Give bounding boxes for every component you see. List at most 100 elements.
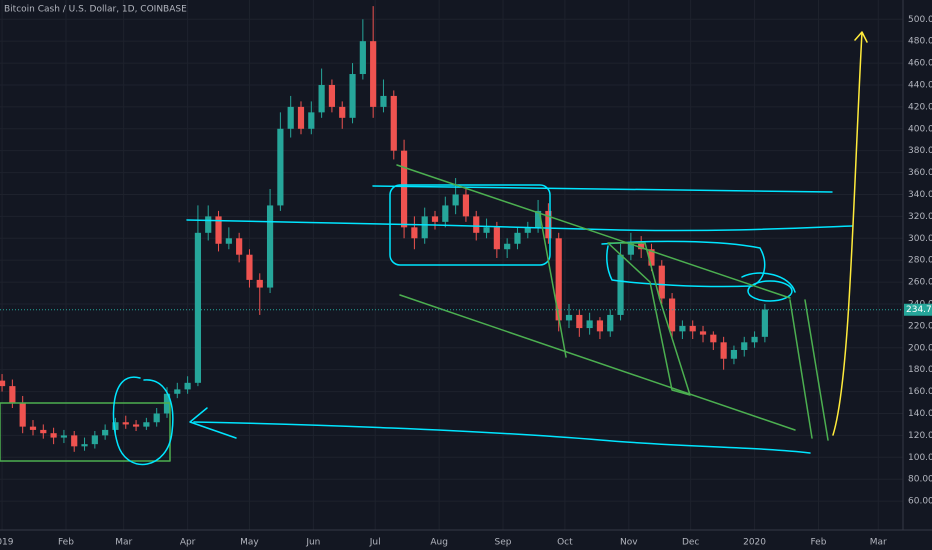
candle-body [710, 334, 717, 343]
y-tick-label: 120.00 [908, 431, 932, 441]
x-tick-label: Nov [620, 538, 638, 548]
candle-body [627, 243, 634, 255]
target-line [789, 299, 813, 439]
candle-body [0, 380, 6, 387]
circle [112, 376, 174, 466]
y-tick-label: 60.00 [908, 497, 932, 507]
x-tick-label: Sep [495, 538, 512, 548]
y-tick-label: 140.00 [908, 409, 932, 419]
y-tick-label: 200.00 [908, 343, 932, 353]
candle-body [184, 382, 191, 390]
candle-body [339, 106, 346, 118]
y-tick-label: 480.00 [908, 37, 932, 47]
axes: 60.00 80.00 100.00 120.00 140.00 160.00 180.00… [0, 15, 932, 548]
y-tick-label: 400.00 [908, 124, 932, 134]
x-tick-label: Mar [115, 538, 132, 548]
x-tick-label: 2020 [743, 538, 766, 548]
candle-body [29, 426, 37, 430]
candle-body [545, 210, 552, 239]
drop-line [539, 214, 567, 358]
y-tick-label: 160.00 [908, 387, 932, 397]
y-tick-label: 380.00 [908, 146, 932, 156]
y-tick-label: 220.00 [908, 321, 932, 331]
y-tick-label: 300.00 [908, 234, 932, 244]
candle-body [194, 232, 202, 383]
candle-body [215, 216, 222, 244]
circle-2 [747, 280, 793, 302]
candle-body [452, 194, 459, 206]
y-tick-label: 500.00 [908, 15, 932, 25]
y-tick-label: 440.00 [908, 80, 932, 90]
candle-body [81, 444, 88, 447]
candle-body [91, 435, 98, 445]
channel-top [396, 164, 791, 299]
candle-body [102, 429, 109, 436]
candles [0, 6, 768, 452]
candle-body [524, 227, 531, 233]
candle-body [143, 422, 150, 427]
candle-body [679, 325, 686, 332]
candle-body [720, 342, 727, 359]
candle-body [236, 238, 243, 255]
candle-body [225, 238, 232, 244]
y-tick-label: 260.00 [908, 278, 932, 288]
candle-body [431, 216, 439, 222]
candle-body [411, 227, 418, 239]
candle-body [277, 128, 284, 206]
x-tick-label: Jul [369, 538, 381, 548]
last-price-box [904, 303, 932, 316]
small-channel [607, 242, 691, 396]
grid [0, 0, 903, 530]
candle-body [638, 243, 645, 250]
candle-body [689, 325, 696, 332]
drawings [0, 31, 868, 466]
arrow-mark [189, 407, 237, 439]
candle-body [349, 74, 356, 118]
candle-body [730, 349, 738, 359]
y-tick-label: 460.00 [908, 59, 932, 69]
range-box [389, 184, 551, 266]
x-tick-label: Jun [305, 538, 320, 548]
candle-body [555, 238, 562, 321]
candle-body [174, 389, 181, 394]
candle-body [658, 265, 665, 299]
candle-body [761, 309, 768, 337]
y-tick-label: 180.00 [908, 365, 932, 375]
candle-body [370, 41, 377, 107]
candle-body [473, 216, 480, 233]
candle-body [380, 95, 387, 107]
y-tick-label: 280.00 [908, 256, 932, 266]
hook [741, 272, 796, 293]
candle-body [741, 342, 748, 350]
y-tick-label: 320.00 [908, 212, 932, 222]
chart-title: Bitcoin Cash / U.S. Dollar, 1D, COINBASE [4, 5, 187, 15]
candle-body [400, 150, 408, 228]
candle-body [442, 205, 449, 222]
candle-body [112, 422, 119, 430]
candle-body [50, 433, 57, 438]
candle-body [318, 84, 325, 113]
candle-body [40, 429, 47, 434]
candle-body [504, 243, 511, 250]
candle-body [266, 205, 274, 288]
x-tick-label: Oct [557, 538, 573, 548]
candle-body [287, 106, 294, 129]
resistance-line-2 [372, 185, 833, 193]
candle-body [576, 314, 583, 329]
x-tick-label: Apr [180, 538, 196, 548]
candle-body [9, 386, 16, 403]
candle-body [256, 279, 263, 288]
candle-body [153, 413, 160, 423]
candle-body [60, 435, 68, 438]
projection-arrow [832, 31, 868, 436]
x-tick-label: Dec [682, 538, 699, 548]
last-price-label: 234.75 [906, 305, 932, 315]
candle-body [308, 112, 315, 129]
candle-body [751, 336, 758, 343]
y-tick-label: 360.00 [908, 168, 932, 178]
y-tick-label: 420.00 [908, 102, 932, 112]
x-tick-label: Aug [430, 538, 448, 548]
candle-body [493, 227, 500, 250]
